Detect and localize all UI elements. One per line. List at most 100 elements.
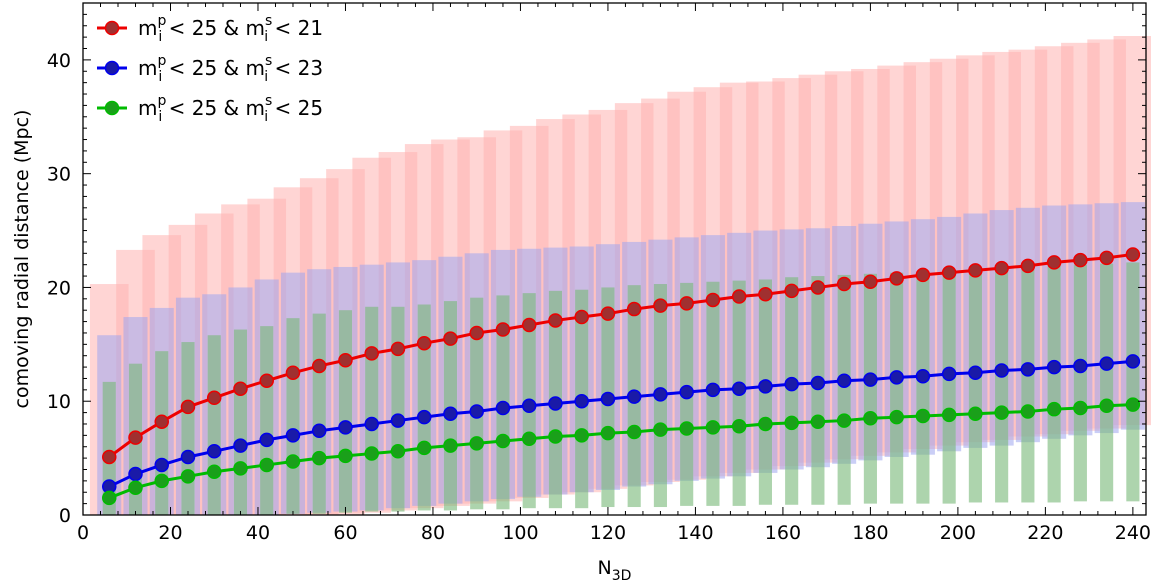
data-point-1 xyxy=(994,260,1009,276)
band-bar-3 xyxy=(286,318,300,514)
band-bar-3 xyxy=(443,301,458,511)
legend-text-part: < 25 & m xyxy=(162,56,265,80)
legend-text-part: i xyxy=(158,109,162,125)
band-bar-3 xyxy=(365,306,379,512)
legend-text-part: < 25 & m xyxy=(162,16,265,40)
x-tick-label: 140 xyxy=(677,522,713,544)
x-tick-label: 80 xyxy=(421,522,445,544)
band-bar-3 xyxy=(942,270,956,504)
x-axis-label-sub: 3D xyxy=(612,568,632,584)
data-point-1 xyxy=(758,287,773,302)
legend-text-part: p xyxy=(157,13,166,29)
legend-label-3: mp i < 25 & ms i < 25 xyxy=(138,93,323,125)
data-point-3 xyxy=(784,415,799,431)
band-bar-3 xyxy=(916,271,930,504)
data-point-3 xyxy=(364,446,379,461)
data-point-3 xyxy=(574,428,589,443)
data-point-2 xyxy=(206,444,222,459)
data-point-3 xyxy=(836,413,852,428)
data-point-1 xyxy=(469,325,484,341)
x-tick-label: 220 xyxy=(1027,522,1063,544)
data-point-3 xyxy=(285,454,301,469)
x-tick-label: 240 xyxy=(1115,522,1151,544)
data-point-1 xyxy=(836,276,852,292)
data-point-1 xyxy=(101,449,117,465)
data-point-3 xyxy=(416,440,432,456)
band-bar-3 xyxy=(1126,262,1140,502)
data-point-3 xyxy=(1046,401,1062,417)
data-point-1 xyxy=(364,346,379,361)
data-point-3 xyxy=(233,461,248,476)
y-tick-label: 20 xyxy=(47,277,71,299)
data-point-1 xyxy=(233,381,248,396)
x-tick-label: 200 xyxy=(940,522,976,544)
legend-text-part: s xyxy=(265,13,272,29)
x-tick-label: 40 xyxy=(246,522,270,544)
data-point-3 xyxy=(469,436,484,451)
data-point-3 xyxy=(600,425,616,441)
data-point-1 xyxy=(443,331,458,346)
data-point-2 xyxy=(784,376,799,392)
data-point-2 xyxy=(810,375,826,391)
band-bar-3 xyxy=(207,335,221,515)
y-tick-label: 10 xyxy=(47,391,71,413)
data-point-3 xyxy=(1073,400,1088,416)
band-bar-3 xyxy=(863,273,877,504)
data-point-2 xyxy=(495,400,511,416)
legend-text-part: p xyxy=(157,53,166,69)
data-point-2 xyxy=(836,373,852,388)
data-point-3 xyxy=(968,406,983,421)
legend-text-part: i xyxy=(264,69,268,85)
data-point-2 xyxy=(731,381,747,396)
data-point-1 xyxy=(784,283,799,299)
data-point-1 xyxy=(600,306,616,321)
data-point-1 xyxy=(548,313,563,328)
data-point-3 xyxy=(941,407,957,423)
band-bar-3 xyxy=(417,304,431,511)
data-point-2 xyxy=(994,363,1009,378)
data-point-1 xyxy=(810,280,826,295)
data-point-2 xyxy=(915,368,931,384)
data-point-2 xyxy=(390,413,406,428)
data-point-3 xyxy=(626,424,642,440)
y-axis: 0 10 20 30 40 xyxy=(47,2,1146,527)
x-tick-label: 180 xyxy=(852,522,888,544)
x-tick-label: 120 xyxy=(590,522,626,544)
data-point-2 xyxy=(521,398,537,414)
series-line-3 xyxy=(108,403,1133,500)
data-point-3 xyxy=(390,444,406,459)
data-point-2 xyxy=(574,393,589,409)
band-bar-3 xyxy=(181,342,195,515)
band-bar-3 xyxy=(260,326,274,515)
data-point-1 xyxy=(705,292,721,308)
legend-text-part: m xyxy=(138,56,157,80)
data-point-2 xyxy=(128,466,143,482)
data-point-2 xyxy=(626,389,642,404)
data-point-2 xyxy=(863,372,878,387)
legend-text-part: s xyxy=(265,53,272,69)
band-bar-3 xyxy=(338,310,353,513)
data-point-3 xyxy=(653,422,668,437)
series-lines xyxy=(108,252,1134,500)
legend-text-part: m xyxy=(138,96,157,120)
data-point-3 xyxy=(311,450,327,466)
data-point-1 xyxy=(338,353,353,368)
legend-text-part: s xyxy=(265,93,272,109)
band-bar-3 xyxy=(391,306,405,512)
band-bar-3 xyxy=(1100,263,1114,502)
data-point-3 xyxy=(731,419,747,434)
data-point-2 xyxy=(600,391,616,407)
x-tick-label: 0 xyxy=(77,522,89,544)
data-point-1 xyxy=(206,390,222,406)
series-markers xyxy=(101,247,1141,506)
y-axis-label: comoving radial distance (Mpc) xyxy=(11,110,33,409)
x-tick-label: 100 xyxy=(502,522,538,544)
data-point-1 xyxy=(1046,255,1062,270)
data-point-1 xyxy=(915,267,931,283)
data-point-3 xyxy=(1020,404,1036,419)
x-tick-label: 160 xyxy=(765,522,801,544)
data-point-1 xyxy=(1125,247,1141,262)
data-point-1 xyxy=(679,296,694,311)
data-point-1 xyxy=(889,271,904,286)
